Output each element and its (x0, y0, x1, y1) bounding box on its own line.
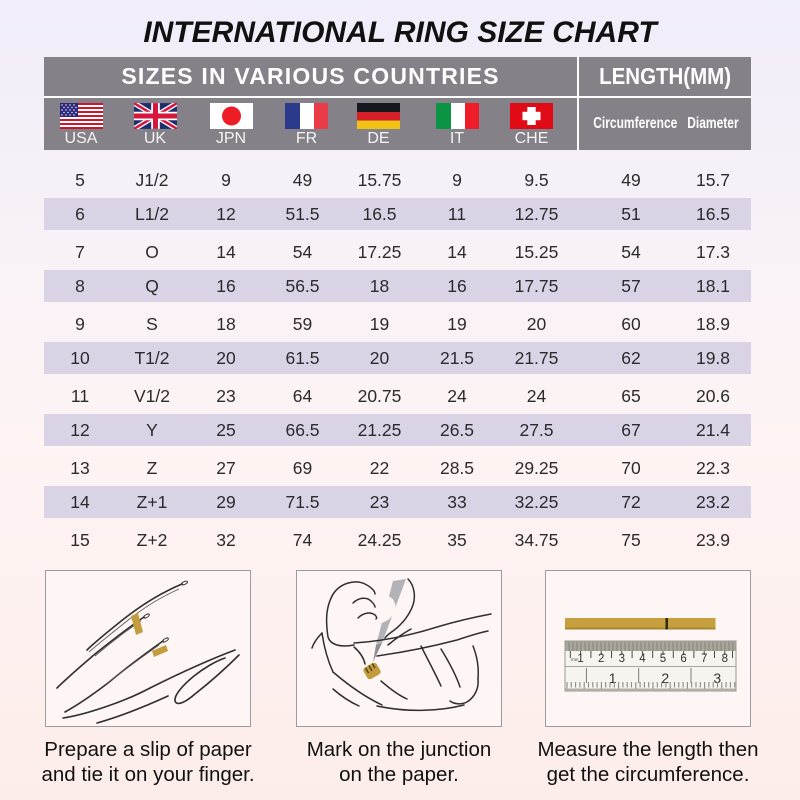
svg-text:6: 6 (680, 653, 686, 665)
svg-text:1: 1 (577, 653, 583, 665)
svg-text:7: 7 (701, 653, 707, 665)
svg-text:2: 2 (598, 653, 604, 665)
svg-text:3: 3 (713, 670, 721, 686)
svg-text:3: 3 (619, 653, 625, 665)
svg-text:8: 8 (722, 653, 728, 665)
svg-text:5: 5 (660, 653, 666, 665)
svg-text:2: 2 (661, 670, 669, 686)
svg-text:4: 4 (639, 653, 646, 665)
svg-text:1: 1 (609, 670, 617, 686)
svg-text:mm: mm (571, 657, 579, 662)
